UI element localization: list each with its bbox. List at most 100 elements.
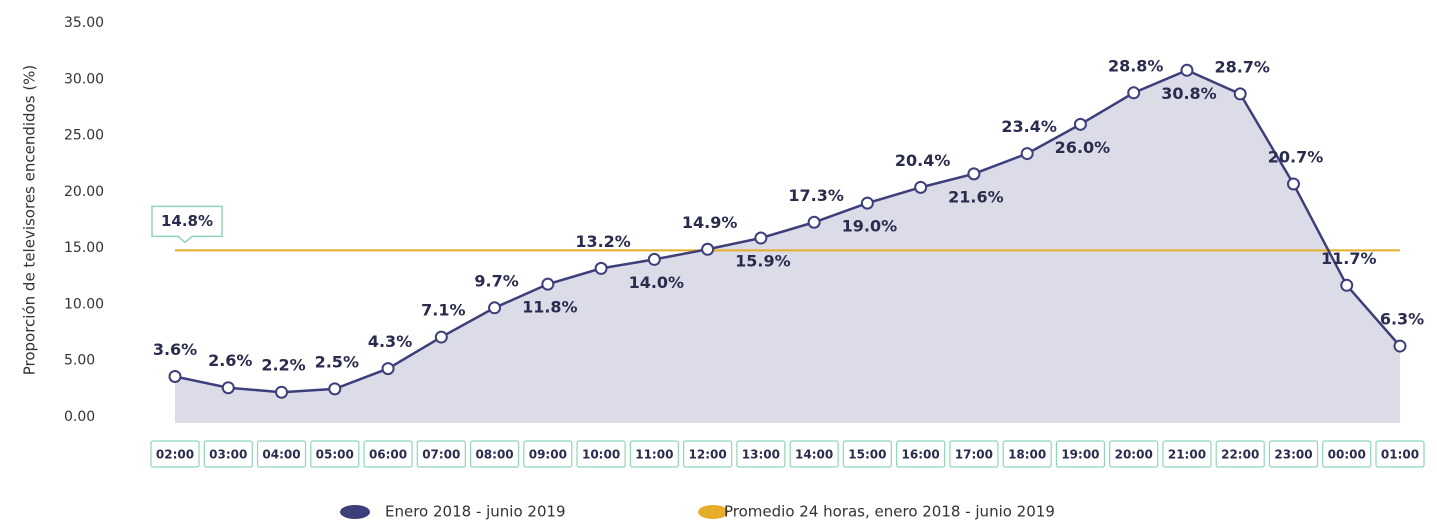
data-point: [1127, 86, 1141, 100]
data-label: 26.0%: [1055, 138, 1111, 157]
data-label: 15.9%: [735, 252, 791, 271]
legend-label: Enero 2018 - junio 2019: [385, 503, 566, 521]
x-tick-label: 13:00: [742, 448, 780, 462]
average-label: 14.8%: [161, 212, 213, 230]
data-label: 2.2%: [261, 356, 305, 375]
category-box: [842, 440, 892, 468]
legend-label: Promedio 24 horas, enero 2018 - junio 20…: [724, 503, 1055, 521]
y-tick-label: 15.00: [64, 240, 104, 256]
area: [175, 70, 1400, 423]
category-box: [523, 440, 573, 468]
data-point: [647, 252, 661, 266]
data-label: 11.8%: [522, 298, 578, 317]
callout-box: [151, 205, 223, 244]
data-label: 23.4%: [1001, 117, 1057, 136]
data-point: [754, 231, 768, 245]
data-point: [1286, 177, 1300, 191]
data-point: [594, 261, 608, 275]
x-tick-label: 08:00: [475, 448, 513, 462]
data-point: [381, 362, 395, 376]
category-box: [683, 440, 733, 468]
category-box: [1215, 440, 1265, 468]
data-label: 13.2%: [575, 232, 631, 251]
category-box: [736, 440, 786, 468]
data-point: [1073, 117, 1087, 131]
data-point: [1340, 278, 1354, 292]
data-point: [967, 167, 981, 181]
data-label: 7.1%: [421, 301, 465, 320]
y-axis-label: Proporción de televisores encendidos (%): [21, 65, 39, 376]
x-tick-label: 01:00: [1381, 448, 1419, 462]
data-point: [221, 381, 235, 395]
category-box: [469, 440, 520, 468]
legend-swatch: [340, 505, 370, 519]
x-tick-label: 12:00: [689, 448, 727, 462]
category-box: [789, 440, 839, 468]
data-point: [914, 180, 928, 194]
category-box: [629, 440, 679, 468]
data-point: [1233, 87, 1247, 101]
category-box: [203, 440, 253, 468]
data-label: 3.6%: [153, 340, 197, 359]
series-line: [174, 68, 1401, 394]
category-box: [1002, 440, 1052, 468]
data-label: 2.5%: [315, 352, 359, 371]
data-point: [275, 385, 289, 399]
x-tick-label: 17:00: [955, 448, 993, 462]
data-point: [434, 330, 448, 344]
data-point: [488, 301, 502, 315]
y-tick-label: 0.00: [64, 409, 95, 425]
data-point: [1393, 339, 1407, 353]
category-box: [1268, 440, 1319, 468]
x-tick-label: 06:00: [369, 448, 407, 462]
data-point: [807, 215, 821, 229]
x-tick-label: 02:00: [156, 448, 194, 462]
data-label: 21.6%: [948, 187, 1004, 206]
data-label: 28.7%: [1214, 57, 1270, 76]
category-box: [896, 440, 946, 468]
category-box: [1162, 440, 1212, 468]
data-point: [1180, 63, 1194, 77]
x-tick-label: 14:00: [795, 448, 833, 462]
x-tick-label: 18:00: [1008, 448, 1046, 462]
data-label: 28.8%: [1108, 56, 1164, 75]
data-point: [328, 382, 342, 396]
x-tick-label: 09:00: [529, 448, 567, 462]
data-label: 14.9%: [682, 213, 738, 232]
y-tick-label: 35.00: [64, 15, 104, 31]
data-label: 17.3%: [788, 186, 844, 205]
legend-swatch: [698, 505, 728, 519]
category-box: [1055, 440, 1106, 468]
x-tick-label: 03:00: [209, 448, 247, 462]
x-tick-label: 15:00: [848, 448, 886, 462]
x-tick-label: 07:00: [422, 448, 460, 462]
data-point: [168, 369, 182, 383]
category-box: [363, 440, 413, 468]
data-label: 20.7%: [1268, 147, 1324, 166]
data-label: 14.0%: [629, 273, 685, 292]
x-tick-label: 19:00: [1061, 448, 1099, 462]
category-box: [949, 440, 999, 468]
x-tick-label: 10:00: [582, 448, 620, 462]
data-label: 9.7%: [474, 271, 518, 290]
category-box: [310, 440, 360, 468]
y-tick-label: 25.00: [64, 128, 104, 144]
y-tick-label: 20.00: [64, 184, 104, 200]
data-point: [860, 196, 874, 210]
data-point: [541, 277, 555, 291]
data-label: 6.3%: [1380, 310, 1424, 329]
category-box: [1322, 440, 1372, 468]
y-tick-label: 10.00: [64, 296, 104, 312]
x-tick-label: 22:00: [1221, 448, 1259, 462]
category-box: [1109, 440, 1159, 468]
y-tick-label: 30.00: [64, 71, 104, 87]
data-label: 20.4%: [895, 151, 951, 170]
x-tick-label: 11:00: [635, 448, 673, 462]
category-box: [576, 440, 626, 468]
data-label: 2.6%: [208, 351, 252, 370]
data-point: [1020, 147, 1034, 161]
data-label: 11.7%: [1321, 249, 1377, 268]
x-tick-label: 04:00: [262, 448, 300, 462]
x-tick-label: 20:00: [1115, 448, 1153, 462]
